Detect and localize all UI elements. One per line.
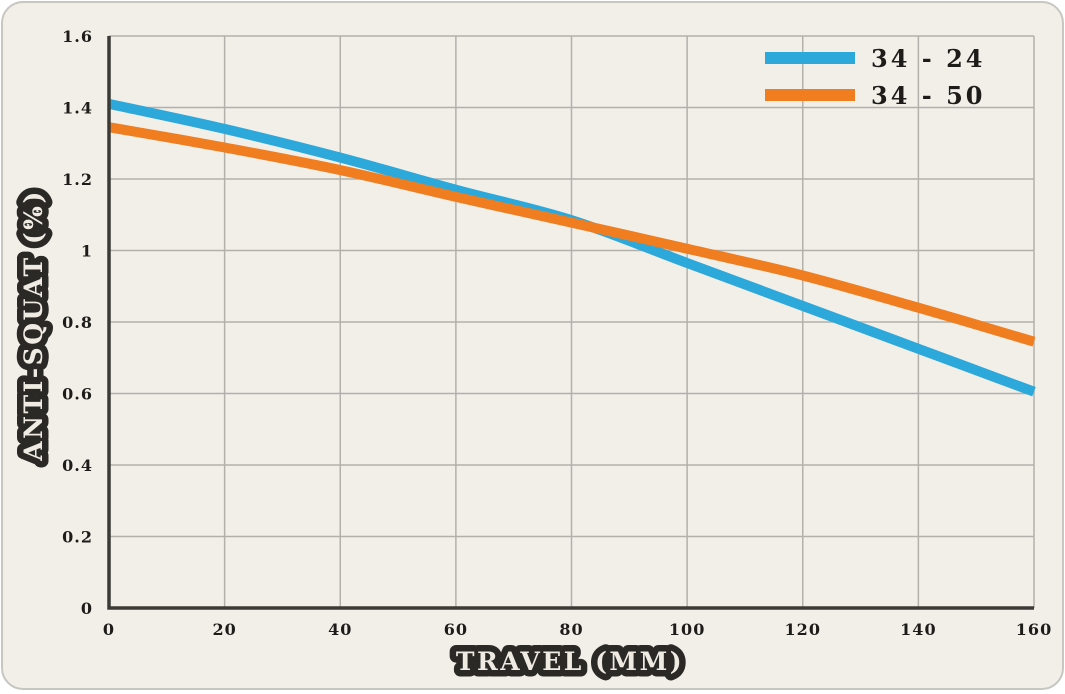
x-axis-title: TRAVEL (MM) — [456, 647, 684, 676]
x-tick-label: 40 — [328, 620, 352, 639]
x-tick-label: 20 — [212, 620, 236, 639]
axis-layer — [107, 36, 1034, 610]
grid-layer — [108, 35, 1035, 609]
legend: 34 - 24 34 - 50 — [765, 44, 985, 110]
x-tick-label: 60 — [444, 620, 468, 639]
x-tick-label: 140 — [900, 620, 936, 639]
legend-item-34-24: 34 - 24 — [765, 44, 985, 73]
x-tick-label: 120 — [785, 620, 821, 639]
series-line-34-50 — [108, 122, 1036, 347]
anti-squat-chart: 0 20 40 60 80 100 120 140 160 0 0.2 0.4 0.6 0.8 1 1.2 1.… — [13, 27, 1052, 683]
y-tick-label: 0.4 — [62, 456, 93, 475]
legend-label-34-50: 34 - 50 — [871, 81, 985, 110]
x-tick-label: 100 — [669, 620, 705, 639]
y-tick-label: 0.2 — [62, 528, 93, 547]
x-tick-label: 160 — [1016, 620, 1052, 639]
y-tick-label: 1.2 — [62, 170, 93, 189]
y-tick-label: 0 — [81, 599, 93, 618]
y-axis-title: ANTI-SQUAT (%) — [19, 189, 48, 462]
tick-label-layer: 0 20 40 60 80 100 120 140 160 0 0.2 0.4 0.6 0.8 1 1.2 1.… — [62, 27, 1052, 639]
legend-swatch-34-24 — [765, 52, 855, 64]
y-tick-label: 0.8 — [62, 313, 93, 332]
x-tick-label: 80 — [559, 620, 583, 639]
y-tick-label: 1.4 — [62, 99, 93, 118]
legend-swatch-34-50 — [765, 89, 855, 101]
axis-spines — [107, 36, 1034, 610]
y-tick-label: 0.6 — [62, 385, 93, 404]
x-tick-label: 0 — [103, 620, 115, 639]
y-tick-label: 1 — [81, 242, 93, 261]
legend-item-34-50: 34 - 50 — [765, 81, 985, 110]
legend-label-34-24: 34 - 24 — [871, 44, 985, 73]
series-layer — [107, 99, 1036, 397]
y-tick-label: 1.6 — [62, 27, 93, 46]
